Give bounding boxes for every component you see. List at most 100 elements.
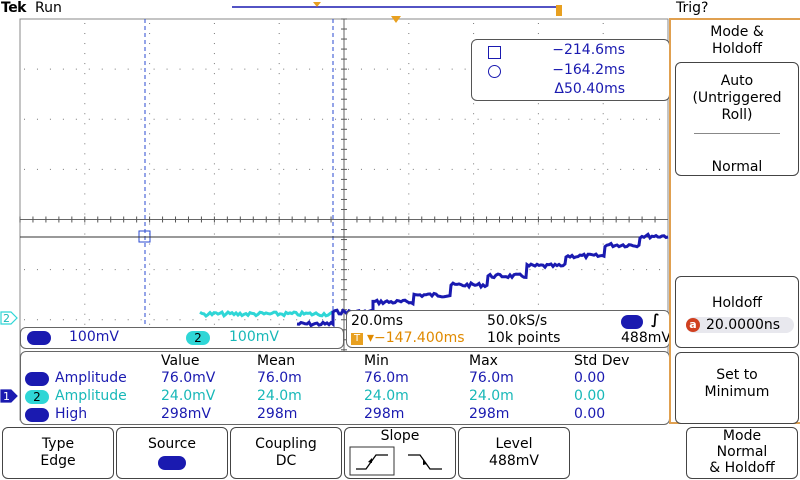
cursor-b-row: −164.2ms	[472, 62, 669, 80]
rising-edge-icon: ∫	[651, 312, 660, 328]
measurement-name: High	[55, 406, 88, 422]
trigger-source-value: 1	[158, 456, 186, 470]
auto-mode-option-line2: (Untriggered	[692, 90, 782, 106]
holdoff-value: 20.0000ns	[706, 317, 781, 333]
auto-mode-option[interactable]: Auto	[720, 73, 754, 89]
cursor-delta-row: Δ50.40ms	[472, 81, 669, 99]
measurement-max: 76.0m	[469, 370, 514, 386]
ch2-waveform	[199, 309, 335, 319]
mode-holdoff-button[interactable]: Mode Normal & Holdoff	[686, 427, 798, 479]
measurement-name: Amplitude	[55, 370, 127, 386]
table-row[interactable]: 1 Amplitude 76.0mV 76.0m 76.0m 76.0m 0.0…	[21, 370, 669, 388]
trigger-type-value: Edge	[40, 453, 76, 469]
header-std-dev: Std Dev	[574, 353, 630, 369]
acquisition-state: Run	[35, 0, 62, 16]
table-row[interactable]: 1 High 298mV 298m 298m 298m 0.00	[21, 406, 669, 424]
normal-mode-option[interactable]: Normal	[711, 159, 763, 175]
measurement-min: 298m	[364, 406, 405, 422]
trigger-level-readout: 488mV	[621, 330, 671, 346]
trigger-slope-label: Slope	[380, 428, 420, 444]
ch2-badge[interactable]: 2	[186, 331, 210, 345]
option-divider	[694, 133, 780, 134]
horizontal-position: ▾−147.400ms	[367, 330, 465, 346]
trigger-state: Trig?	[676, 0, 709, 16]
ch1-ground-marker[interactable]: 1	[0, 389, 18, 403]
measurement-std-dev: 0.00	[574, 406, 606, 422]
header-max: Max	[469, 353, 498, 369]
measurement-std-dev: 0.00	[574, 370, 606, 386]
table-row[interactable]: 2 Amplitude 24.0mV 24.0m 24.0m 24.0m 0.0…	[21, 388, 669, 406]
measurement-min: 24.0m	[364, 388, 409, 404]
record-overview-bar	[232, 2, 562, 16]
trigger-coupling-button[interactable]: Coupling DC	[230, 427, 342, 479]
trigger-level-value: 488mV	[489, 453, 539, 469]
square-icon	[488, 46, 501, 59]
sample-rate: 50.0kS/s	[487, 313, 548, 329]
side-menu-title-line1: Mode &	[710, 24, 764, 40]
brand-logo: Tek	[1, 0, 27, 16]
trigger-position-marker[interactable]	[391, 16, 401, 23]
set-to-minimum-line2: Minimum	[704, 384, 770, 400]
ch1-scale: 100mV	[69, 329, 119, 345]
trigger-slope-button[interactable]: Slope	[344, 427, 456, 479]
side-menu-title-line2: Holdoff	[711, 41, 763, 57]
trigger-coupling-value: DC	[275, 453, 297, 469]
measurement-mean: 298m	[257, 406, 298, 422]
trigger-mode-toggle[interactable]: Auto (Untriggered Roll) Normal	[675, 62, 799, 176]
header-mean: Mean	[257, 353, 296, 369]
trigger-source-button[interactable]: Source 1	[116, 427, 228, 479]
mode-holdoff-line1: Mode	[722, 428, 762, 444]
cursor-readout: −214.6ms −164.2ms Δ50.40ms	[471, 39, 670, 101]
header-value: Value	[161, 353, 200, 369]
mode-holdoff-line2: Normal	[716, 444, 768, 460]
ch1-marker-label: 1	[3, 390, 10, 403]
rising-slope-icon[interactable]	[349, 446, 395, 476]
holdoff-label: Holdoff	[711, 295, 763, 311]
measurement-mean: 24.0m	[257, 388, 302, 404]
set-to-minimum-line1: Set to	[716, 367, 758, 383]
cursor-delta-value: Δ50.40ms	[554, 81, 625, 97]
ch2-marker-label: 2	[3, 312, 10, 325]
trigger-source-label: Source	[147, 436, 197, 452]
time-per-division: 20.0ms	[351, 313, 404, 329]
measurement-table: Value Mean Min Max Std Dev 1 Amplitude 7…	[20, 351, 670, 425]
ch2-ground-marker[interactable]: 2	[0, 311, 18, 325]
channel-badge: 1	[25, 372, 49, 386]
timebase-readout: 20.0ms 50.0kS/s 1 ∫ T ▾−147.400ms 10k po…	[346, 310, 671, 348]
ch1-badge[interactable]: 1	[27, 331, 51, 345]
record-length: 10k points	[487, 330, 561, 346]
knob-a-icon: a	[686, 318, 700, 332]
slope-options	[349, 446, 442, 476]
channel-badge: 2	[25, 390, 49, 404]
circle-icon	[488, 65, 501, 78]
measurement-std-dev: 0.00	[574, 388, 606, 404]
trigger-coupling-label: Coupling	[255, 436, 317, 452]
trigger-position-icon: T	[351, 333, 363, 345]
measurement-max: 24.0m	[469, 388, 514, 404]
measurement-value: 76.0mV	[161, 370, 216, 386]
set-to-minimum-button[interactable]: Set to Minimum	[675, 352, 799, 424]
cursor-a-row: −214.6ms	[472, 42, 669, 60]
cursor-a-value: −214.6ms	[552, 42, 625, 58]
side-menu: Mode & Holdoff Auto (Untriggered Roll) N…	[669, 18, 800, 424]
measurement-name: Amplitude	[55, 388, 127, 404]
auto-mode-option-line3: Roll)	[721, 107, 753, 123]
channel-badge: 1	[25, 408, 49, 422]
channel-scale-bar: 1 100mV 2 100mV	[20, 327, 344, 349]
trigger-level-button[interactable]: Level 488mV	[458, 427, 570, 479]
measurement-mean: 76.0m	[257, 370, 302, 386]
mode-holdoff-line3: & Holdoff	[709, 460, 775, 476]
falling-slope-icon[interactable]	[408, 454, 442, 470]
trigger-type-button[interactable]: Type Edge	[2, 427, 114, 479]
holdoff-button[interactable]: Holdoff a 20.0000ns	[675, 276, 799, 348]
trigger-source-badge: 1	[621, 315, 643, 329]
measurement-max: 298m	[469, 406, 510, 422]
cursor-b-value: −164.2ms	[552, 62, 625, 78]
measurement-value: 298mV	[161, 406, 211, 422]
measurement-value: 24.0mV	[161, 388, 216, 404]
holdoff-value-field[interactable]: a 20.0000ns	[686, 317, 794, 333]
side-menu-title: Mode & Holdoff	[675, 22, 799, 62]
ch2-scale: 100mV	[229, 329, 279, 345]
trigger-type-label: Type	[41, 436, 75, 452]
trigger-level-label: Level	[495, 436, 533, 452]
